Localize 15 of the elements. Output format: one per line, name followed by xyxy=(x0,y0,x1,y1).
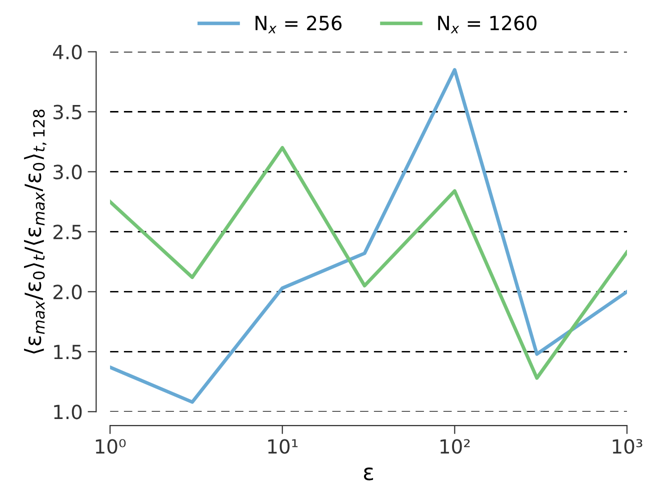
x-tick-label: 10³ xyxy=(612,439,642,454)
x-tick-label: 10¹ xyxy=(268,439,298,454)
legend-label: N$_{x}$ = 256 xyxy=(256,16,342,34)
x-tick-label: 10² xyxy=(440,439,470,454)
y-tick-label: 2.5 xyxy=(53,224,82,240)
y-tick-label: 1.5 xyxy=(54,344,82,360)
text: ⟨ε$_{max}$/ε$_{0}$⟩$_{t}$/⟨ε$_{max}$/ε$_{0}$⟩$_{t,128}$ xyxy=(24,110,46,354)
x-tick-label: 10⁰ xyxy=(96,439,126,454)
y-tick-label: 2.0 xyxy=(53,284,82,300)
legend-label: N$_{x}$ = 1260 xyxy=(438,16,536,34)
y-tick-label: 4.0 xyxy=(53,44,82,60)
y-tick-label: 3.5 xyxy=(54,104,82,120)
y-tick-label: 3.0 xyxy=(54,164,82,180)
x-axis-title: ε xyxy=(364,468,374,480)
y-tick-label: 1.0 xyxy=(54,404,82,420)
